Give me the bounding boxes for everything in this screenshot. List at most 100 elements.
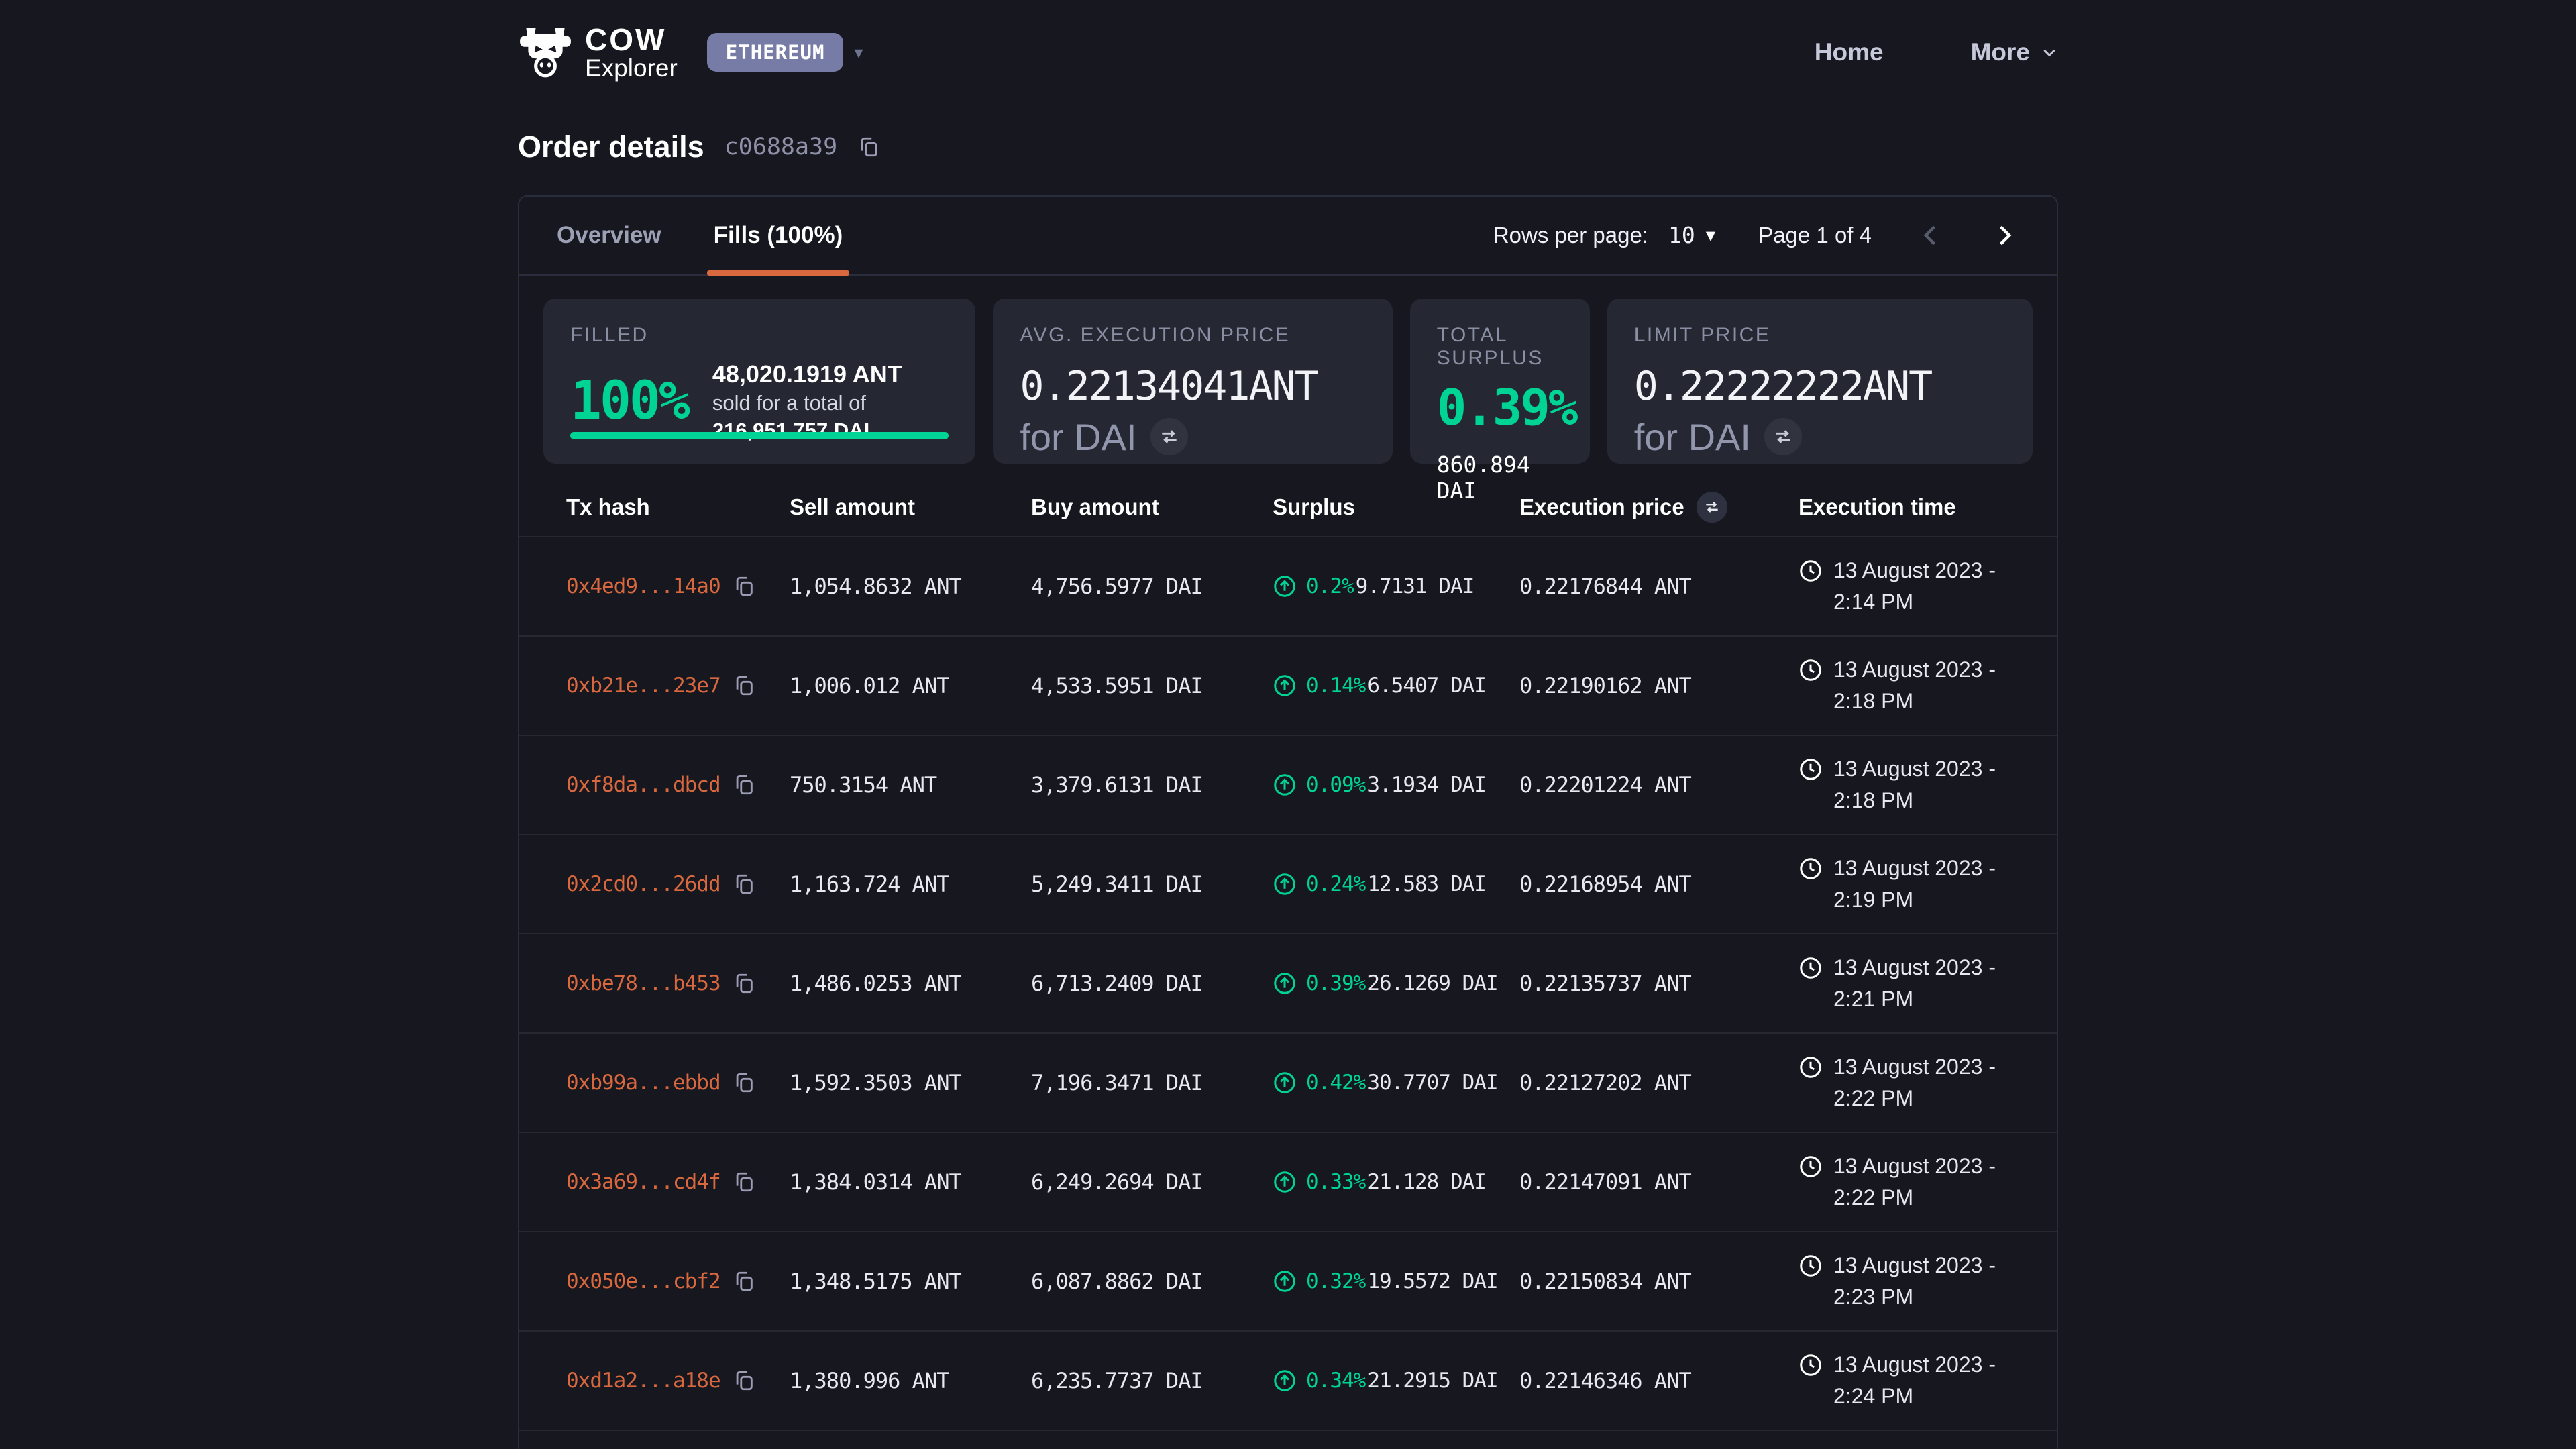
copy-icon[interactable] xyxy=(733,575,755,598)
surplus-cell: 0.42% 30.7707 DAI xyxy=(1273,1071,1519,1095)
avg-price-quote: for DAI xyxy=(1020,415,1137,458)
sell-amount-cell: 1,592.3503 ANT xyxy=(790,1069,962,1095)
surplus-amount: 3.1934 DAI xyxy=(1367,772,1487,797)
clock-icon xyxy=(1799,1353,1823,1377)
swap-icon[interactable] xyxy=(1764,418,1802,456)
next-page-button[interactable] xyxy=(1990,221,2019,250)
surplus-amount: 21.128 DAI xyxy=(1367,1169,1487,1194)
execution-price-cell: 0.22135737 ANT xyxy=(1519,970,1692,996)
tab-fills[interactable]: Fills (100%) xyxy=(706,197,849,276)
network-selector[interactable]: ETHEREUM ▾ xyxy=(706,33,863,72)
avg-price-value: 0.22134041ANT xyxy=(1020,362,1319,410)
sell-amount-cell: 1,163.724 ANT xyxy=(790,871,949,897)
table-row: 0xbe78...b453 1,486.0253 ANT 6,713.2409 … xyxy=(519,932,2057,1032)
surplus-amount: 21.2915 DAI xyxy=(1367,1368,1498,1393)
copy-icon[interactable] xyxy=(733,1369,755,1392)
prev-page-button[interactable] xyxy=(1916,221,1945,250)
nav-home-link[interactable]: Home xyxy=(1815,38,1884,66)
table-row: 0x3a69...cd4f 1,384.0314 ANT 6,249.2694 … xyxy=(519,1131,2057,1231)
tx-hash-link[interactable]: 0x4ed9...14a0 xyxy=(566,574,721,598)
tx-hash-link[interactable]: 0xb21e...23e7 xyxy=(566,673,721,698)
table-row: 0x4ed9...14a0 1,054.8632 ANT 4,756.5977 … xyxy=(519,535,2057,635)
clock-icon xyxy=(1799,857,1823,881)
clock-icon xyxy=(1799,757,1823,782)
surplus-amount: 30.7707 DAI xyxy=(1367,1070,1498,1095)
table-body: 0x4ed9...14a0 1,054.8632 ANT 4,756.5977 … xyxy=(519,535,2057,1430)
tx-hash-link[interactable]: 0xbe78...b453 xyxy=(566,971,721,996)
total-surplus-card: TOTAL SURPLUS 0.39% 860.894 DAI xyxy=(1409,298,1590,504)
execution-price-cell: 0.22176844 ANT xyxy=(1519,573,1692,599)
execution-time-cell: 13 August 2023 - 2:24 PM xyxy=(1799,1349,2030,1411)
dropdown-arrow-icon: ▾ xyxy=(854,42,863,62)
buy-amount-cell: 6,235.7737 DAI xyxy=(1031,1367,1203,1393)
copy-icon[interactable] xyxy=(857,136,880,158)
order-id: c0688a39 xyxy=(724,133,838,160)
page-title: Order details xyxy=(518,129,704,164)
surplus-cell: 0.32% 19.5572 DAI xyxy=(1273,1269,1519,1293)
copy-icon[interactable] xyxy=(733,1171,755,1193)
order-details-panel: Overview Fills (100%) Rows per page: 10 … xyxy=(518,195,2058,1449)
surplus-cell: 0.33% 21.128 DAI xyxy=(1273,1170,1519,1194)
tab-overview[interactable]: Overview xyxy=(557,221,661,248)
brand-name: COW xyxy=(585,22,667,57)
execution-price-cell: 0.22201224 ANT xyxy=(1519,771,1692,798)
buy-amount-cell: 6,249.2694 DAI xyxy=(1031,1169,1203,1195)
copy-icon[interactable] xyxy=(733,1270,755,1293)
surplus-percent: 0.32% xyxy=(1306,1269,1366,1293)
rows-per-page-select[interactable]: 10 ▼ xyxy=(1668,222,1715,248)
table-row: 0xb21e...23e7 1,006.012 ANT 4,533.5951 D… xyxy=(519,635,2057,735)
execution-time-cell: 13 August 2023 - 2:22 PM xyxy=(1799,1150,2030,1213)
copy-icon[interactable] xyxy=(733,873,755,896)
fills-table: Tx hash Sell amount Buy amount Surplus E… xyxy=(519,478,2057,1449)
execution-price-cell: 0.22146346 ANT xyxy=(1519,1367,1692,1393)
total-surplus-label: TOTAL SURPLUS xyxy=(1436,323,1544,369)
tx-hash-link[interactable]: 0xb99a...ebbd xyxy=(566,1070,721,1095)
surplus-percent: 0.33% xyxy=(1306,1169,1366,1194)
swap-icon[interactable] xyxy=(1150,418,1188,456)
sell-amount-cell: 1,384.0314 ANT xyxy=(790,1169,962,1195)
tx-hash-link[interactable]: 0xd1a2...a18e xyxy=(566,1368,721,1393)
total-surplus-percent: 0.39% xyxy=(1436,378,1578,437)
filled-label: FILLED xyxy=(570,323,649,346)
table-row: 0xd1a2...a18e 1,380.996 ANT 6,235.7737 D… xyxy=(519,1330,2057,1430)
copy-icon[interactable] xyxy=(733,1071,755,1094)
execution-time-text: 13 August 2023 - 2:18 PM xyxy=(1833,657,1996,713)
tx-hash-link[interactable]: 0x050e...cbf2 xyxy=(566,1269,721,1293)
chevron-right-icon xyxy=(1999,225,2012,246)
execution-time-text: 13 August 2023 - 2:22 PM xyxy=(1833,1055,1996,1110)
limit-price-value: 0.22222222ANT xyxy=(1633,362,1933,410)
surplus-up-icon xyxy=(1273,1269,1297,1293)
surplus-cell: 0.34% 21.2915 DAI xyxy=(1273,1368,1519,1393)
execution-price-cell: 0.22168954 ANT xyxy=(1519,871,1692,897)
col-sell-amount: Sell amount xyxy=(790,494,916,519)
copy-icon[interactable] xyxy=(733,972,755,995)
col-execution-time: Execution time xyxy=(1799,494,1956,519)
copy-icon[interactable] xyxy=(733,674,755,697)
table-row: 0x050e...cbf2 1,348.5175 ANT 6,087.8862 … xyxy=(519,1230,2057,1330)
buy-amount-cell: 4,533.5951 DAI xyxy=(1031,672,1203,698)
execution-time-cell: 13 August 2023 - 2:18 PM xyxy=(1799,654,2030,716)
surplus-amount: 9.7131 DAI xyxy=(1355,574,1475,598)
clock-icon xyxy=(1799,1155,1823,1179)
nav-more-link[interactable]: More xyxy=(1971,38,2058,66)
execution-time-text: 13 August 2023 - 2:18 PM xyxy=(1833,757,1996,812)
sell-amount-cell: 750.3154 ANT xyxy=(790,771,937,798)
execution-time-text: 13 August 2023 - 2:22 PM xyxy=(1833,1154,1996,1210)
col-surplus: Surplus xyxy=(1273,494,1355,519)
copy-icon[interactable] xyxy=(733,773,755,796)
tx-hash-link[interactable]: 0xf8da...dbcd xyxy=(566,772,721,797)
tx-hash-link[interactable]: 0x3a69...cd4f xyxy=(566,1169,721,1194)
brand-logo[interactable]: COW Explorer xyxy=(518,24,678,81)
surplus-percent: 0.34% xyxy=(1306,1368,1366,1393)
execution-price-cell: 0.22190162 ANT xyxy=(1519,672,1692,698)
clock-icon xyxy=(1799,1055,1823,1079)
surplus-percent: 0.2% xyxy=(1306,574,1354,598)
tx-hash-link[interactable]: 0x2cd0...26dd xyxy=(566,871,721,896)
main-nav: Home More xyxy=(1815,38,2058,66)
surplus-amount: 6.5407 DAI xyxy=(1367,673,1487,698)
sell-amount-cell: 1,006.012 ANT xyxy=(790,672,949,698)
swap-icon[interactable] xyxy=(1696,491,1727,523)
buy-amount-cell: 6,087.8862 DAI xyxy=(1031,1268,1203,1294)
chevron-down-icon xyxy=(2043,50,2055,57)
filled-card: FILLED 100% 48,020.1919 ANT sold for a t… xyxy=(543,298,976,464)
